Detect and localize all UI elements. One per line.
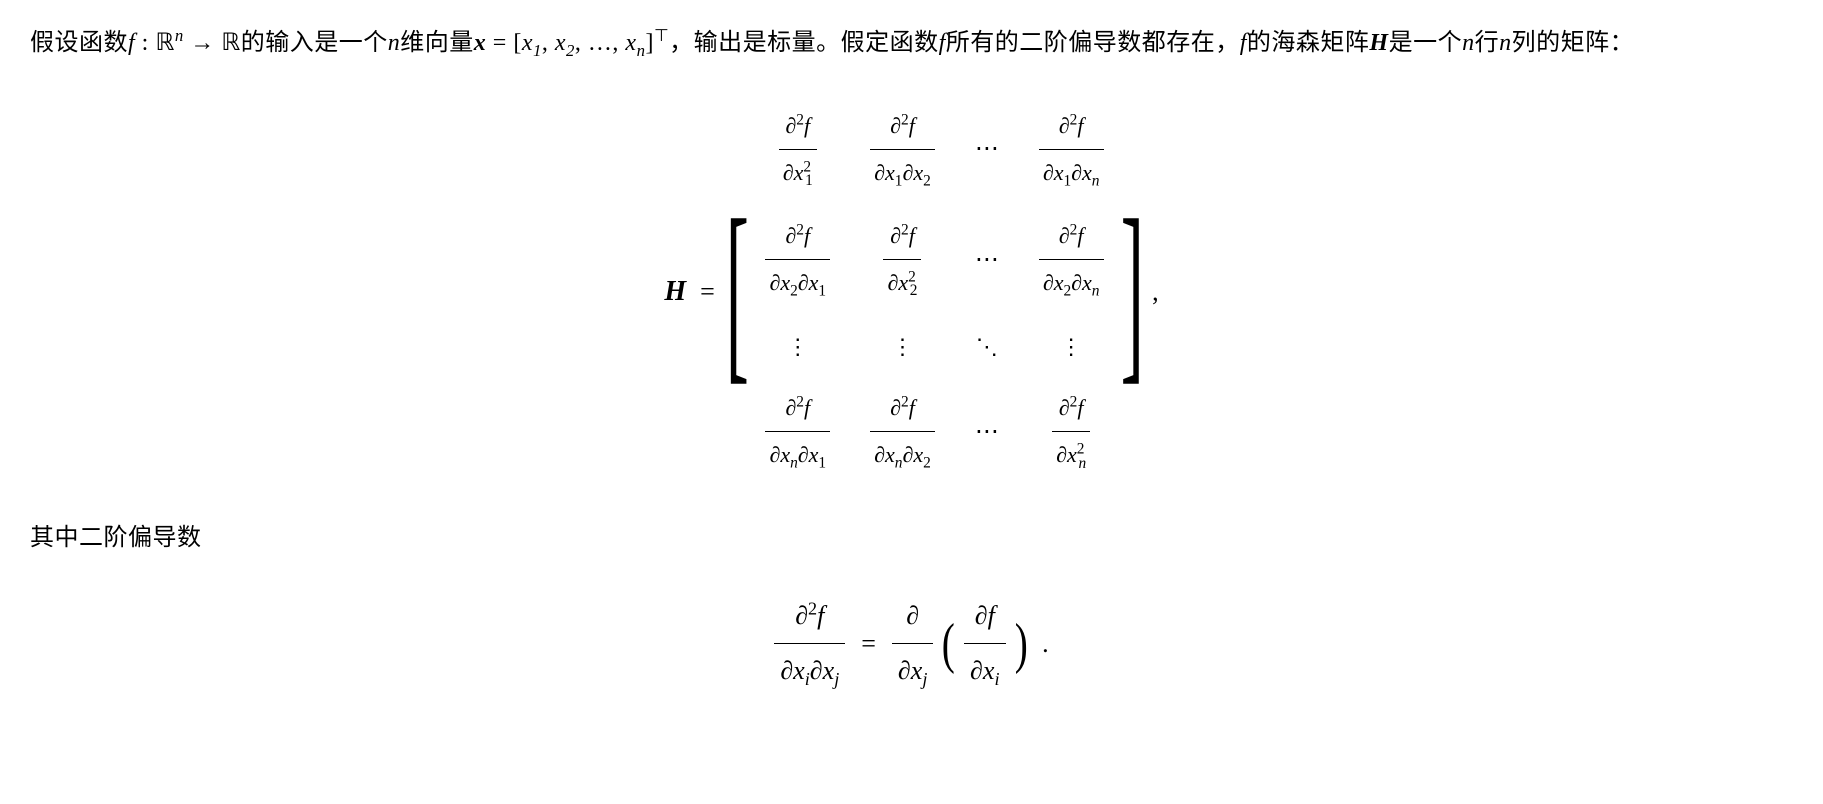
frac-d-dxj: ∂ ∂xj [892,589,933,698]
matrix-cell: ⋯ [955,95,1019,205]
paragraph-2: 其中二阶偏导数 [30,516,1793,562]
sym-transpose: ⊤ [654,26,669,45]
sym-bracket-open: [ [513,30,522,56]
text-segment: 的输入是一个 [241,30,388,56]
matrix-cell: ∂2f∂x2∂xn [1019,205,1124,315]
right-bracket: ] [1120,191,1143,391]
sym-eq: = [861,629,876,658]
matrix-cell: ∂2f∂x22 [850,205,955,315]
matrix-cell: ∂2f∂xn∂x1 [745,377,850,487]
sym-H-big: H [664,276,686,307]
text-segment: 假设函数 [30,30,128,56]
sym-x1: x1 [522,30,542,56]
sym-R: ℝ [221,30,241,56]
hessian-matrix-display: H = [ ∂2f∂x21 ∂2f∂x1∂x2 ⋯ ∂2f∂x1∂xn ∂2f∂… [30,95,1793,488]
matrix-cell-vdots: ⋮ [850,316,955,378]
comma-after-matrix: , [1152,277,1159,306]
sym-dots: … [588,30,613,56]
table-row: ∂2f∂xn∂x1 ∂2f∂xn∂x2 ⋯ ∂2f∂x2n [745,377,1123,487]
sym-Rn: ℝn [155,30,183,56]
right-paren: ) [1014,591,1027,697]
table-row: ∂2f∂x2∂x1 ∂2f∂x22 ⋯ ∂2f∂x2∂xn [745,205,1123,315]
matrix-cell: ∂2f∂x2n [1019,377,1124,487]
frac-df-dxi: ∂f ∂xi [964,589,1005,698]
text-segment: 行 [1475,30,1500,56]
sym-n: n [1462,30,1475,56]
sym-eq: = [493,30,507,56]
table-row: ⋮ ⋮ ⋱ ⋮ [745,316,1123,378]
partial-derivative-definition: ∂2f ∂xi∂xj = ∂ ∂xj ( ∂f ∂xi ) . [30,589,1793,698]
matrix-cell: ∂2f∂xn∂x2 [850,377,955,487]
hessian-matrix-table: ∂2f∂x21 ∂2f∂x1∂x2 ⋯ ∂2f∂x1∂xn ∂2f∂x2∂x1 … [745,95,1123,488]
sym-n: n [388,30,401,56]
text-segment: 列的矩阵： [1512,30,1635,56]
matrix-cell: ∂2f∂x2∂x1 [745,205,850,315]
sym-n: n [1499,30,1512,56]
text-segment: 的海森矩阵 [1247,30,1370,56]
text-segment: 所有的二阶偏导数都存在， [946,30,1240,56]
matrix-cell: ∂2f∂x21 [745,95,850,205]
matrix-cell-ddots: ⋱ [955,316,1019,378]
sym-colon: : [142,30,149,56]
sym-f: f [1240,30,1247,56]
text-segment: ，输出是标量。假定函数 [669,30,939,56]
sym-f: f [939,30,946,56]
text-segment: 维向量 [400,30,474,56]
sym-f: f [128,30,135,56]
matrix-wrapper: [ ∂2f∂x21 ∂2f∂x1∂x2 ⋯ ∂2f∂x1∂xn ∂2f∂x2∂x… [729,95,1140,488]
paragraph-1: 假设函数f : ℝn → ℝ的输入是一个n维向量x = [x1, x2, …, … [30,20,1793,67]
sym-eq: = [700,277,715,306]
matrix-cell: ⋯ [955,377,1019,487]
period: . [1042,629,1049,658]
sym-bracket-close: ] [645,30,654,56]
sym-x2: x2 [555,30,575,56]
left-paren: ( [942,591,955,697]
text-segment: 其中二阶偏导数 [30,525,202,551]
sym-xn: xn [625,30,645,56]
sym-arrow: → [190,30,215,56]
left-bracket: [ [725,191,748,391]
table-row: ∂2f∂x21 ∂2f∂x1∂x2 ⋯ ∂2f∂x1∂xn [745,95,1123,205]
sym-x-vec: x [474,30,487,56]
matrix-cell: ⋯ [955,205,1019,315]
sym-H: H [1369,30,1388,56]
matrix-cell: ∂2f∂x1∂x2 [850,95,955,205]
matrix-cell-vdots: ⋮ [1019,316,1124,378]
matrix-cell-vdots: ⋮ [745,316,850,378]
matrix-cell: ∂2f∂x1∂xn [1019,95,1124,205]
frac-d2f-dxidxj: ∂2f ∂xi∂xj [774,589,845,698]
text-segment: 是一个 [1389,30,1463,56]
